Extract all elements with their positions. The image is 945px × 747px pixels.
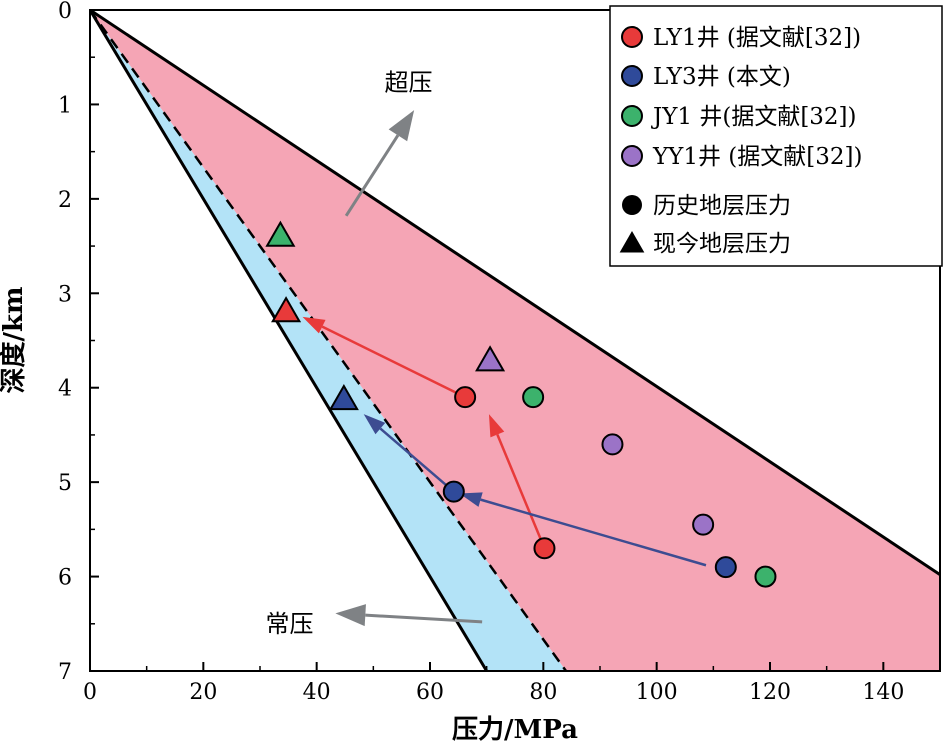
trend-arrow-ly1-1-shaft bbox=[321, 325, 466, 399]
y-tick-label-1: 1 bbox=[58, 93, 72, 118]
y-tick-label-6: 6 bbox=[58, 566, 72, 591]
x-tick-label-5: 100 bbox=[636, 680, 678, 705]
legend: LY1井 (据文献[32]) LY3井 (本文) JY1 井(据文献[32]) … bbox=[609, 5, 943, 267]
trend-arrow-ly3-3 bbox=[363, 414, 449, 488]
annotation-arrow-normal bbox=[335, 604, 483, 627]
trend-arrow-ly1-0 bbox=[488, 414, 546, 549]
point-present-jy1-0 bbox=[265, 220, 296, 247]
trend-arrows bbox=[302, 316, 707, 567]
y-tick-label-2: 2 bbox=[58, 188, 72, 213]
y-tick-label-3: 3 bbox=[58, 282, 72, 307]
legend-label-ly1: LY1井 (据文献[32]) bbox=[653, 25, 861, 51]
point-historical-yy1-1 bbox=[692, 513, 715, 536]
legend-marker-ly3 bbox=[621, 65, 643, 87]
x-axis: 0 20 40 60 80 100 120 140 bbox=[83, 662, 904, 705]
annotation-arrows bbox=[335, 110, 483, 627]
legend-label-present: 现今地层压力 bbox=[653, 231, 791, 257]
legend-label-yy1: YY1井 (据文献[32]) bbox=[652, 144, 862, 170]
trend-arrow-ly3-3-shaft bbox=[379, 427, 449, 488]
y-axis-title: 深度/km bbox=[0, 286, 29, 393]
trend-arrow-ly3-2 bbox=[459, 492, 707, 567]
annotation-labels: 超压 常压 bbox=[265, 68, 432, 638]
legend-marker-present bbox=[619, 231, 645, 253]
legend-label-jy1: JY1 井(据文献[32]) bbox=[651, 104, 857, 130]
reference-line-lithostatic bbox=[90, 10, 940, 576]
legend-marker-jy1 bbox=[621, 105, 643, 127]
annotation-arrow-normal-shaft bbox=[365, 613, 483, 624]
y-tick-label-0: 0 bbox=[58, 0, 72, 24]
y-axis: 0 1 2 3 4 5 6 7 bbox=[58, 0, 99, 685]
point-historical-ly1-0 bbox=[533, 537, 556, 560]
point-historical-ly3-0 bbox=[714, 556, 737, 579]
trend-arrow-ly3-2-shaft bbox=[480, 498, 707, 567]
trend-arrow-ly1-1 bbox=[302, 316, 466, 399]
x-tick-label-0: 0 bbox=[83, 680, 97, 705]
legend-box bbox=[609, 5, 943, 267]
legend-marker-historical bbox=[622, 195, 642, 215]
legend-label-ly3: LY3井 (本文) bbox=[653, 64, 791, 90]
annotation-arrow-overpressure-head bbox=[388, 110, 415, 142]
legend-label-historical: 历史地层压力 bbox=[653, 193, 791, 219]
trend-arrow-ly1-1-head bbox=[302, 316, 326, 334]
x-tick-label-3: 60 bbox=[416, 680, 444, 705]
trend-arrow-ly1-0-head bbox=[488, 414, 505, 438]
overpressure-zone bbox=[90, 10, 940, 671]
x-tick-label-2: 40 bbox=[303, 680, 331, 705]
point-historical-yy1-0 bbox=[601, 433, 624, 456]
trend-arrow-ly3-2-head bbox=[459, 492, 483, 507]
annotation-normal-pressure: 常压 bbox=[265, 610, 313, 638]
trend-arrow-ly1-0-shaft bbox=[496, 434, 546, 549]
point-present-ly1-0 bbox=[271, 296, 302, 323]
y-tick-label-7: 7 bbox=[58, 660, 72, 685]
legend-marker-yy1 bbox=[621, 145, 643, 167]
trend-arrow-ly3-3-head bbox=[363, 414, 386, 435]
y-tick-label-4: 4 bbox=[58, 377, 72, 402]
annotation-overpressure: 超压 bbox=[384, 68, 432, 96]
x-axis-title: 压力/MPa bbox=[452, 715, 578, 745]
x-tick-label-1: 20 bbox=[189, 680, 217, 705]
annotation-arrow-overpressure-shaft bbox=[344, 134, 400, 217]
reference-lines bbox=[90, 10, 940, 671]
point-historical-ly3-1 bbox=[442, 480, 465, 503]
point-historical-jy1-1 bbox=[754, 565, 777, 588]
reference-line-hydrostatic bbox=[90, 10, 568, 671]
point-historical-ly1-1 bbox=[454, 386, 477, 409]
point-present-yy1-0 bbox=[475, 345, 506, 372]
data-points bbox=[265, 220, 777, 588]
x-tick-label-4: 80 bbox=[529, 680, 557, 705]
x-tick-label-6: 120 bbox=[749, 680, 791, 705]
y-tick-label-5: 5 bbox=[58, 471, 72, 496]
reference-line-lower-bound bbox=[90, 10, 488, 671]
annotation-arrow-normal-head bbox=[335, 604, 366, 627]
annotation-arrow-overpressure bbox=[344, 110, 415, 217]
legend-marker-ly1 bbox=[621, 26, 643, 48]
point-present-ly3-0 bbox=[328, 383, 359, 411]
point-historical-jy1-0 bbox=[522, 386, 545, 409]
x-tick-label-7: 140 bbox=[862, 680, 904, 705]
